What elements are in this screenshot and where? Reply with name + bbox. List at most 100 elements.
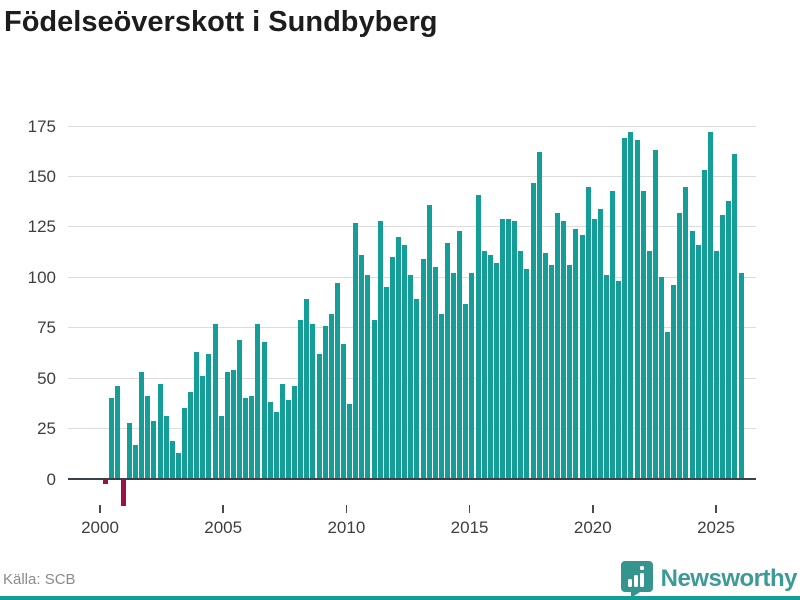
- bar: [200, 376, 206, 479]
- bar: [720, 214, 726, 479]
- bar: [298, 319, 304, 479]
- bar: [707, 132, 713, 479]
- x-tick-mark: [715, 505, 717, 513]
- bar: [555, 212, 561, 479]
- x-tick-mark: [592, 505, 594, 513]
- x-tick-mark: [222, 505, 224, 513]
- y-tick-label: 125: [27, 217, 56, 237]
- bar: [114, 386, 120, 479]
- bar: [365, 275, 371, 479]
- bar: [206, 353, 212, 479]
- bar: [145, 396, 151, 479]
- newsworthy-badge-icon: [620, 560, 654, 598]
- bar: [714, 251, 720, 479]
- bar: [126, 422, 132, 479]
- source-text: Källa: SCB: [3, 571, 76, 588]
- bar: [377, 220, 383, 479]
- bar: [500, 218, 505, 479]
- bar: [334, 283, 340, 479]
- bar: [212, 323, 218, 479]
- bar: [665, 331, 671, 479]
- bar: [603, 275, 609, 479]
- bar: [463, 303, 469, 479]
- bar: [347, 404, 353, 479]
- x-axis-line: [68, 477, 756, 480]
- bar: [243, 398, 249, 479]
- bar: [701, 170, 707, 479]
- bar: [279, 384, 285, 479]
- bar: [402, 245, 408, 479]
- bar: [157, 384, 163, 479]
- bar: [383, 287, 389, 479]
- bar: [188, 392, 194, 479]
- bar: [444, 243, 450, 479]
- bar: [133, 444, 139, 479]
- bar: [652, 150, 658, 479]
- bar: [328, 313, 334, 479]
- bar: [218, 416, 224, 479]
- bar: [591, 218, 597, 479]
- bar: [493, 263, 499, 479]
- bar: [646, 251, 652, 479]
- bar: [316, 353, 322, 479]
- bar: [683, 186, 689, 479]
- bottom-accent-strip: [0, 596, 800, 600]
- bar: [659, 277, 664, 479]
- bar: [542, 253, 548, 479]
- bar: [389, 257, 395, 479]
- bar: [610, 190, 616, 479]
- bar: [255, 323, 261, 479]
- bar: [273, 412, 279, 479]
- bar: [408, 275, 414, 479]
- y-tick-label: 175: [27, 116, 56, 136]
- bar: [182, 408, 187, 479]
- x-tick-mark: [345, 505, 348, 513]
- bar-negative: [120, 480, 126, 507]
- bar: [292, 386, 298, 479]
- bar: [194, 351, 200, 479]
- bar: [438, 313, 444, 479]
- y-tick-label: 50: [37, 368, 56, 388]
- brand-logo: Newsworthy: [620, 560, 798, 598]
- bar: [561, 220, 567, 479]
- bar: [237, 339, 243, 479]
- bar: [249, 396, 255, 479]
- bar: [267, 402, 273, 479]
- bar: [732, 154, 738, 479]
- bar: [322, 325, 328, 479]
- bar: [163, 416, 169, 479]
- bar: [640, 190, 646, 479]
- bar: [579, 234, 585, 479]
- bar: [671, 285, 677, 479]
- bar: [261, 341, 267, 479]
- bar: [469, 273, 475, 479]
- y-tick-label: 25: [37, 419, 56, 439]
- bar: [616, 281, 622, 479]
- bar: [677, 212, 683, 479]
- bar: [726, 200, 732, 479]
- bar: [371, 319, 377, 479]
- bar: [738, 273, 744, 479]
- bar: [524, 269, 530, 479]
- bar: [506, 218, 512, 479]
- bar: [108, 398, 114, 479]
- bar: [573, 228, 579, 479]
- bar: [353, 222, 359, 479]
- x-tick-label: 2020: [573, 518, 612, 537]
- bar: [487, 255, 493, 479]
- bar: [512, 220, 518, 479]
- bar: [628, 132, 634, 479]
- bar: [414, 299, 420, 479]
- x-tick-label: 2010: [327, 518, 366, 537]
- bar: [304, 299, 310, 479]
- x-tick-mark: [99, 505, 101, 513]
- bar-negative: [102, 480, 108, 485]
- bar: [310, 323, 316, 479]
- y-tick-label: 150: [27, 166, 56, 186]
- bar: [451, 273, 457, 479]
- bar: [548, 265, 554, 479]
- bar: [634, 140, 640, 479]
- x-tick-label: 2000: [81, 518, 119, 537]
- bar: [475, 194, 481, 479]
- brand-name: Newsworthy: [660, 565, 798, 592]
